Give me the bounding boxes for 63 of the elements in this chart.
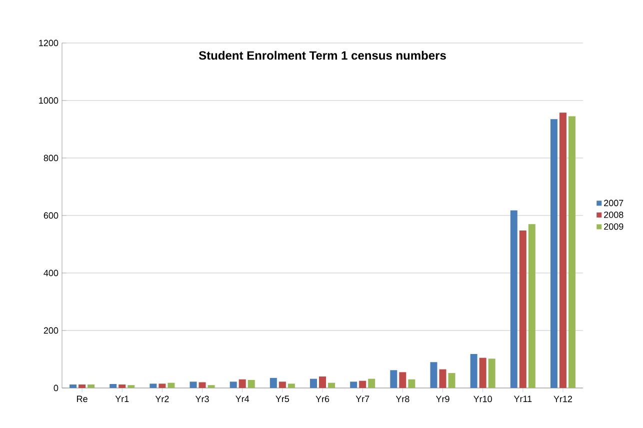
bar — [128, 385, 135, 388]
y-tick-label: 800 — [44, 154, 58, 162]
bar — [288, 384, 295, 388]
bar — [510, 210, 518, 388]
x-tick-label: Yr4 — [236, 396, 250, 402]
bar — [278, 382, 286, 388]
bar — [559, 112, 566, 388]
bar — [158, 384, 166, 388]
bar — [470, 354, 478, 388]
y-tick-label: 600 — [44, 212, 58, 219]
bar — [230, 382, 237, 388]
bar — [238, 379, 246, 388]
x-tick-label: Yr7 — [356, 396, 370, 402]
y-tick-label: 1000 — [39, 97, 58, 104]
x-tick-label: Yr12 — [554, 396, 572, 402]
x-tick-label: Yr3 — [195, 396, 209, 402]
y-tick-label: 400 — [44, 270, 58, 276]
x-tick-label: Yr2 — [155, 396, 169, 402]
text: Student Enrolment Term 1 census numbers — [198, 50, 446, 60]
bar — [310, 378, 318, 388]
x-tick-label: Yr1 — [115, 396, 129, 402]
y-tick-label: 1200 — [39, 40, 58, 46]
bar — [408, 379, 416, 388]
bar — [479, 358, 486, 388]
bar — [399, 372, 406, 388]
bar — [190, 382, 197, 388]
x-tick-label: Yr9 — [436, 396, 450, 402]
bar — [568, 116, 576, 388]
bar — [488, 358, 496, 388]
x-tick-label: Yr11 — [514, 396, 532, 402]
bar — [168, 382, 175, 388]
bar — [350, 382, 358, 388]
bar — [430, 362, 438, 388]
legend-label: 2009 — [604, 223, 624, 230]
bar — [78, 384, 86, 388]
y-tick-label: 200 — [44, 327, 58, 334]
bar — [88, 384, 95, 388]
bar — [118, 384, 126, 388]
bar — [248, 380, 255, 388]
bar — [198, 382, 206, 388]
x-tick-label: Yr5 — [276, 396, 290, 402]
y-tick-label: 0 — [54, 384, 58, 392]
bar — [359, 380, 366, 388]
bar — [550, 119, 558, 388]
bar — [368, 378, 376, 388]
bar — [390, 370, 398, 388]
legend-label: 2007 — [604, 200, 624, 206]
bar — [448, 373, 456, 388]
x-tick-label: Yr10 — [474, 396, 492, 402]
bar — [208, 385, 215, 388]
bar — [150, 384, 157, 388]
legend-label: 2008 — [604, 212, 624, 218]
x-tick-label: Yr8 — [396, 396, 410, 402]
bar — [519, 230, 526, 388]
bar — [70, 384, 77, 388]
bar — [528, 224, 536, 388]
bar — [110, 384, 117, 388]
x-tick-label: Re — [77, 396, 88, 402]
bar — [270, 378, 277, 388]
bar — [439, 369, 446, 388]
bar — [328, 382, 336, 388]
x-tick-label: Yr6 — [316, 396, 330, 402]
bar — [319, 376, 326, 388]
